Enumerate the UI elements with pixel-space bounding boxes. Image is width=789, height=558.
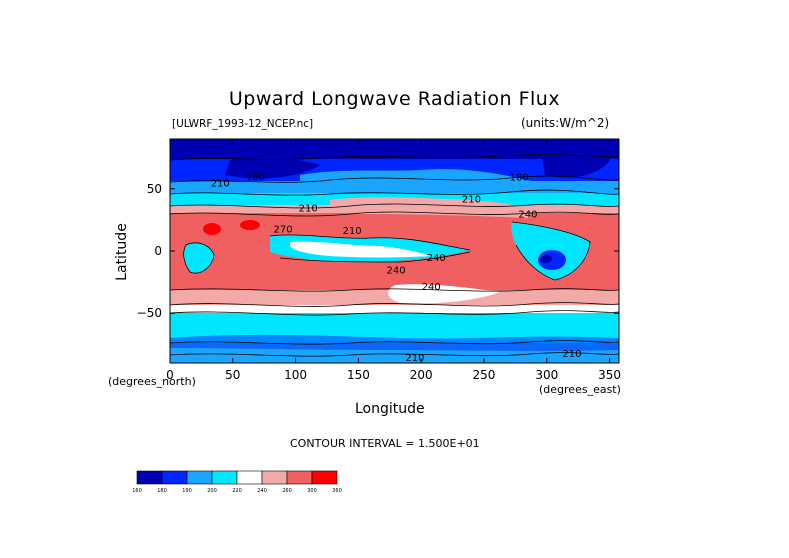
colorbar-swatch: [311, 470, 338, 485]
contour-labels: 210 180 210 210 180 240 270 210 240 240 240 210 210: [211, 172, 582, 363]
x-tick-label: 0: [166, 368, 174, 382]
contour-line: [170, 154, 619, 161]
feature-greenland: [540, 143, 610, 178]
x-tick-label: 300: [535, 368, 558, 382]
feature-amazon-deep: [540, 255, 552, 263]
contour-line: [170, 288, 619, 292]
contour-line: [170, 340, 619, 345]
colorbar-swatch: [136, 470, 163, 485]
feature-amazon-core: [538, 250, 566, 270]
colorbar-swatch: [211, 470, 238, 485]
chart-title: Upward Longwave Radiation Flux: [228, 88, 561, 110]
contour-line: [269, 234, 471, 251]
colorbar-label: 200: [207, 488, 217, 494]
contour-label: 210: [299, 203, 318, 214]
contour-label: 180: [510, 172, 529, 183]
colorbar-swatch: [261, 470, 288, 485]
x-axis-ticks: 0 50 100 150 200 250 300 350: [166, 139, 621, 382]
colorbar-label: 220: [232, 488, 242, 494]
contour-label: 210: [343, 226, 362, 237]
y-tick-label: 0: [154, 244, 162, 258]
x-axis-unit: (degrees_east): [539, 383, 621, 396]
feature-hot-spot-2: [240, 220, 260, 230]
colorbar-label: 260: [282, 488, 292, 494]
colorbar-swatch: [161, 470, 188, 485]
colorbar: 160 180 190 200 220 240 260 300 360: [132, 470, 342, 494]
y-axis-unit: (degrees_north): [108, 375, 196, 388]
contour-label: 210: [562, 349, 581, 360]
feature-siberia-cold: [225, 157, 320, 179]
contour-line: [170, 352, 619, 357]
x-tick-label: 50: [225, 368, 240, 382]
contour-line: [170, 175, 619, 183]
contour-label: 210: [462, 195, 481, 206]
y-tick-label: 50: [147, 182, 162, 196]
contour-line: [183, 242, 215, 274]
units-label: (units:W/m^2): [521, 116, 610, 130]
colorbar-label: 160: [132, 488, 142, 494]
x-axis-label: Longitude: [355, 401, 425, 417]
band-arctic-deep: [170, 139, 619, 159]
source-file-label: [ULWRF_1993-12_NCEP.nc]: [172, 118, 314, 130]
feature-hot-spot-1: [203, 223, 221, 235]
feature-indonesia-white: [290, 241, 430, 258]
colorbar-label: 180: [157, 488, 167, 494]
feature-south-cold: [170, 334, 619, 351]
contour-label: 240: [518, 210, 537, 221]
colorbar-label: 190: [182, 488, 192, 494]
contour-line: [170, 189, 619, 196]
colorbar-label: 300: [307, 488, 317, 494]
y-tick-label: −50: [137, 306, 162, 320]
colorbar-swatch: [286, 470, 313, 485]
contour-label: 180: [246, 172, 265, 183]
contour-lines: [170, 154, 619, 357]
colorbar-swatch: [236, 470, 263, 485]
colorbar-label: 240: [257, 488, 267, 494]
contour-line: [279, 251, 471, 263]
contour-line: [511, 221, 591, 281]
x-tick-label: 100: [284, 368, 307, 382]
feature-north-cold-patch: [300, 169, 540, 192]
contour-line: [170, 310, 619, 316]
x-tick-label: 350: [598, 368, 621, 382]
contour-interval-label: CONTOUR INTERVAL = 1.500E+01: [290, 437, 480, 450]
colorbar-label: 360: [332, 488, 342, 494]
contour-label: 240: [422, 282, 441, 293]
feature-asian-pink: [330, 197, 530, 218]
feature-saharan-hot: [170, 212, 380, 241]
contour-label: 210: [211, 179, 230, 190]
contour-line: [170, 203, 619, 209]
feature-africa-convection: [183, 242, 214, 274]
contour-label: 240: [387, 266, 406, 277]
y-axis-ticks: 50 0 −50: [137, 182, 619, 320]
contour-label: 240: [427, 253, 446, 264]
contour-label: 210: [405, 353, 424, 364]
colorbar-swatch: [186, 470, 213, 485]
plot-area: 210 180 210 210 180 240 270 210 240 240 240 210 210: [170, 139, 619, 363]
x-tick-label: 150: [347, 368, 370, 382]
band-south-white: [170, 305, 619, 313]
contour-line: [170, 302, 619, 307]
contour-line: [170, 211, 619, 217]
x-tick-label: 250: [473, 368, 496, 382]
contour-label: 270: [273, 225, 292, 236]
x-tick-label: 200: [410, 368, 433, 382]
